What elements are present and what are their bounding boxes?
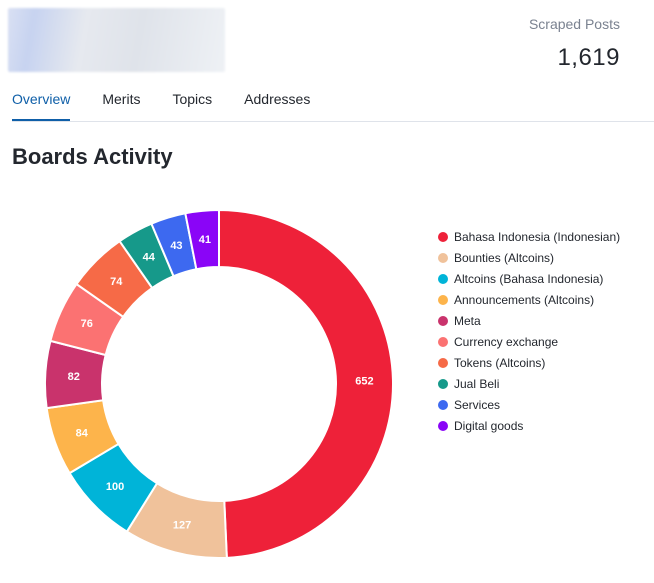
legend-label: Digital goods (454, 419, 524, 434)
tab-divider (12, 121, 654, 122)
legend-swatch (438, 400, 448, 411)
slice-label-digital-goods: 41 (199, 234, 211, 246)
scraped-posts-value: 1,619 (557, 44, 620, 71)
legend-swatch (438, 315, 448, 326)
user-avatar-banner (8, 8, 225, 72)
legend-label: Meta (454, 313, 481, 328)
legend-item-digital-goods[interactable]: Digital goods (438, 416, 620, 437)
page-title: Boards Activity (12, 144, 173, 169)
slice-label-tokens-altcoins: 74 (110, 276, 123, 288)
legend-swatch (438, 337, 448, 348)
legend-label: Bahasa Indonesia (Indonesian) (454, 229, 621, 244)
legend-swatch (438, 273, 448, 284)
slice-label-announcements-altcoins: 84 (76, 427, 89, 439)
slice-label-meta: 82 (68, 371, 80, 383)
legend-label: Bounties (Altcoins) (454, 250, 555, 265)
scraped-posts-stat: Scraped Posts 1,619 (529, 16, 620, 72)
legend-label: Altcoins (Bahasa Indonesia) (454, 271, 604, 286)
legend-item-altcoins-bahasa-indonesia[interactable]: Altcoins (Bahasa Indonesia) (438, 268, 620, 289)
legend-label: Tokens (Altcoins) (454, 356, 546, 371)
slice-label-bounties-altcoins: 127 (173, 520, 191, 532)
boards-activity-donut-chart: 652 127 100 84 82 76 74 44 43 41 (44, 208, 394, 559)
legend-label: Announcements (Altcoins) (454, 292, 595, 307)
legend-label: Currency exchange (454, 335, 559, 350)
legend-swatch (438, 421, 448, 432)
slice-bahasa-indonesia-indonesian[interactable] (218, 208, 394, 559)
legend-swatch (438, 379, 448, 390)
legend-item-announcements-altcoins[interactable]: Announcements (Altcoins) (438, 289, 620, 310)
legend-item-jual-beli[interactable]: Jual Beli (438, 374, 620, 395)
chart-legend: Bahasa Indonesia (Indonesian) Bounties (A… (438, 226, 620, 437)
scraped-posts-label: Scraped Posts (528, 16, 620, 32)
slice-digital-goods[interactable] (184, 208, 220, 271)
legend-swatch (438, 252, 448, 263)
legend-item-bahasa-indonesia-indonesian[interactable]: Bahasa Indonesia (Indonesian) (438, 226, 620, 247)
legend-item-meta[interactable]: Meta (438, 310, 620, 331)
slice-label-currency-exchange: 76 (81, 318, 93, 330)
legend-item-services[interactable]: Services (438, 395, 620, 416)
slice-label-altcoins-bahasa-indonesia: 100 (106, 481, 124, 493)
tab-overview[interactable]: Overview (12, 91, 71, 121)
legend-swatch (438, 294, 448, 305)
legend-label: Services (454, 398, 501, 413)
legend-item-tokens-altcoins[interactable]: Tokens (Altcoins) (438, 353, 620, 374)
legend-swatch (438, 231, 448, 242)
legend-label: Jual Beli (454, 377, 500, 392)
legend-item-currency-exchange[interactable]: Currency exchange (438, 331, 620, 352)
slice-label-jual-beli: 44 (143, 252, 156, 264)
tab-addresses[interactable]: Addresses (244, 91, 311, 107)
slice-label-services: 43 (170, 240, 182, 252)
tab-bar: Overview Merits Topics Addresses (12, 91, 342, 121)
legend-item-bounties-altcoins[interactable]: Bounties (Altcoins) (438, 247, 620, 268)
legend-swatch (438, 358, 448, 369)
tab-merits[interactable]: Merits (102, 91, 141, 107)
slice-label-bahasa-indonesia-indonesian: 652 (355, 376, 373, 388)
tab-topics[interactable]: Topics (172, 91, 213, 107)
